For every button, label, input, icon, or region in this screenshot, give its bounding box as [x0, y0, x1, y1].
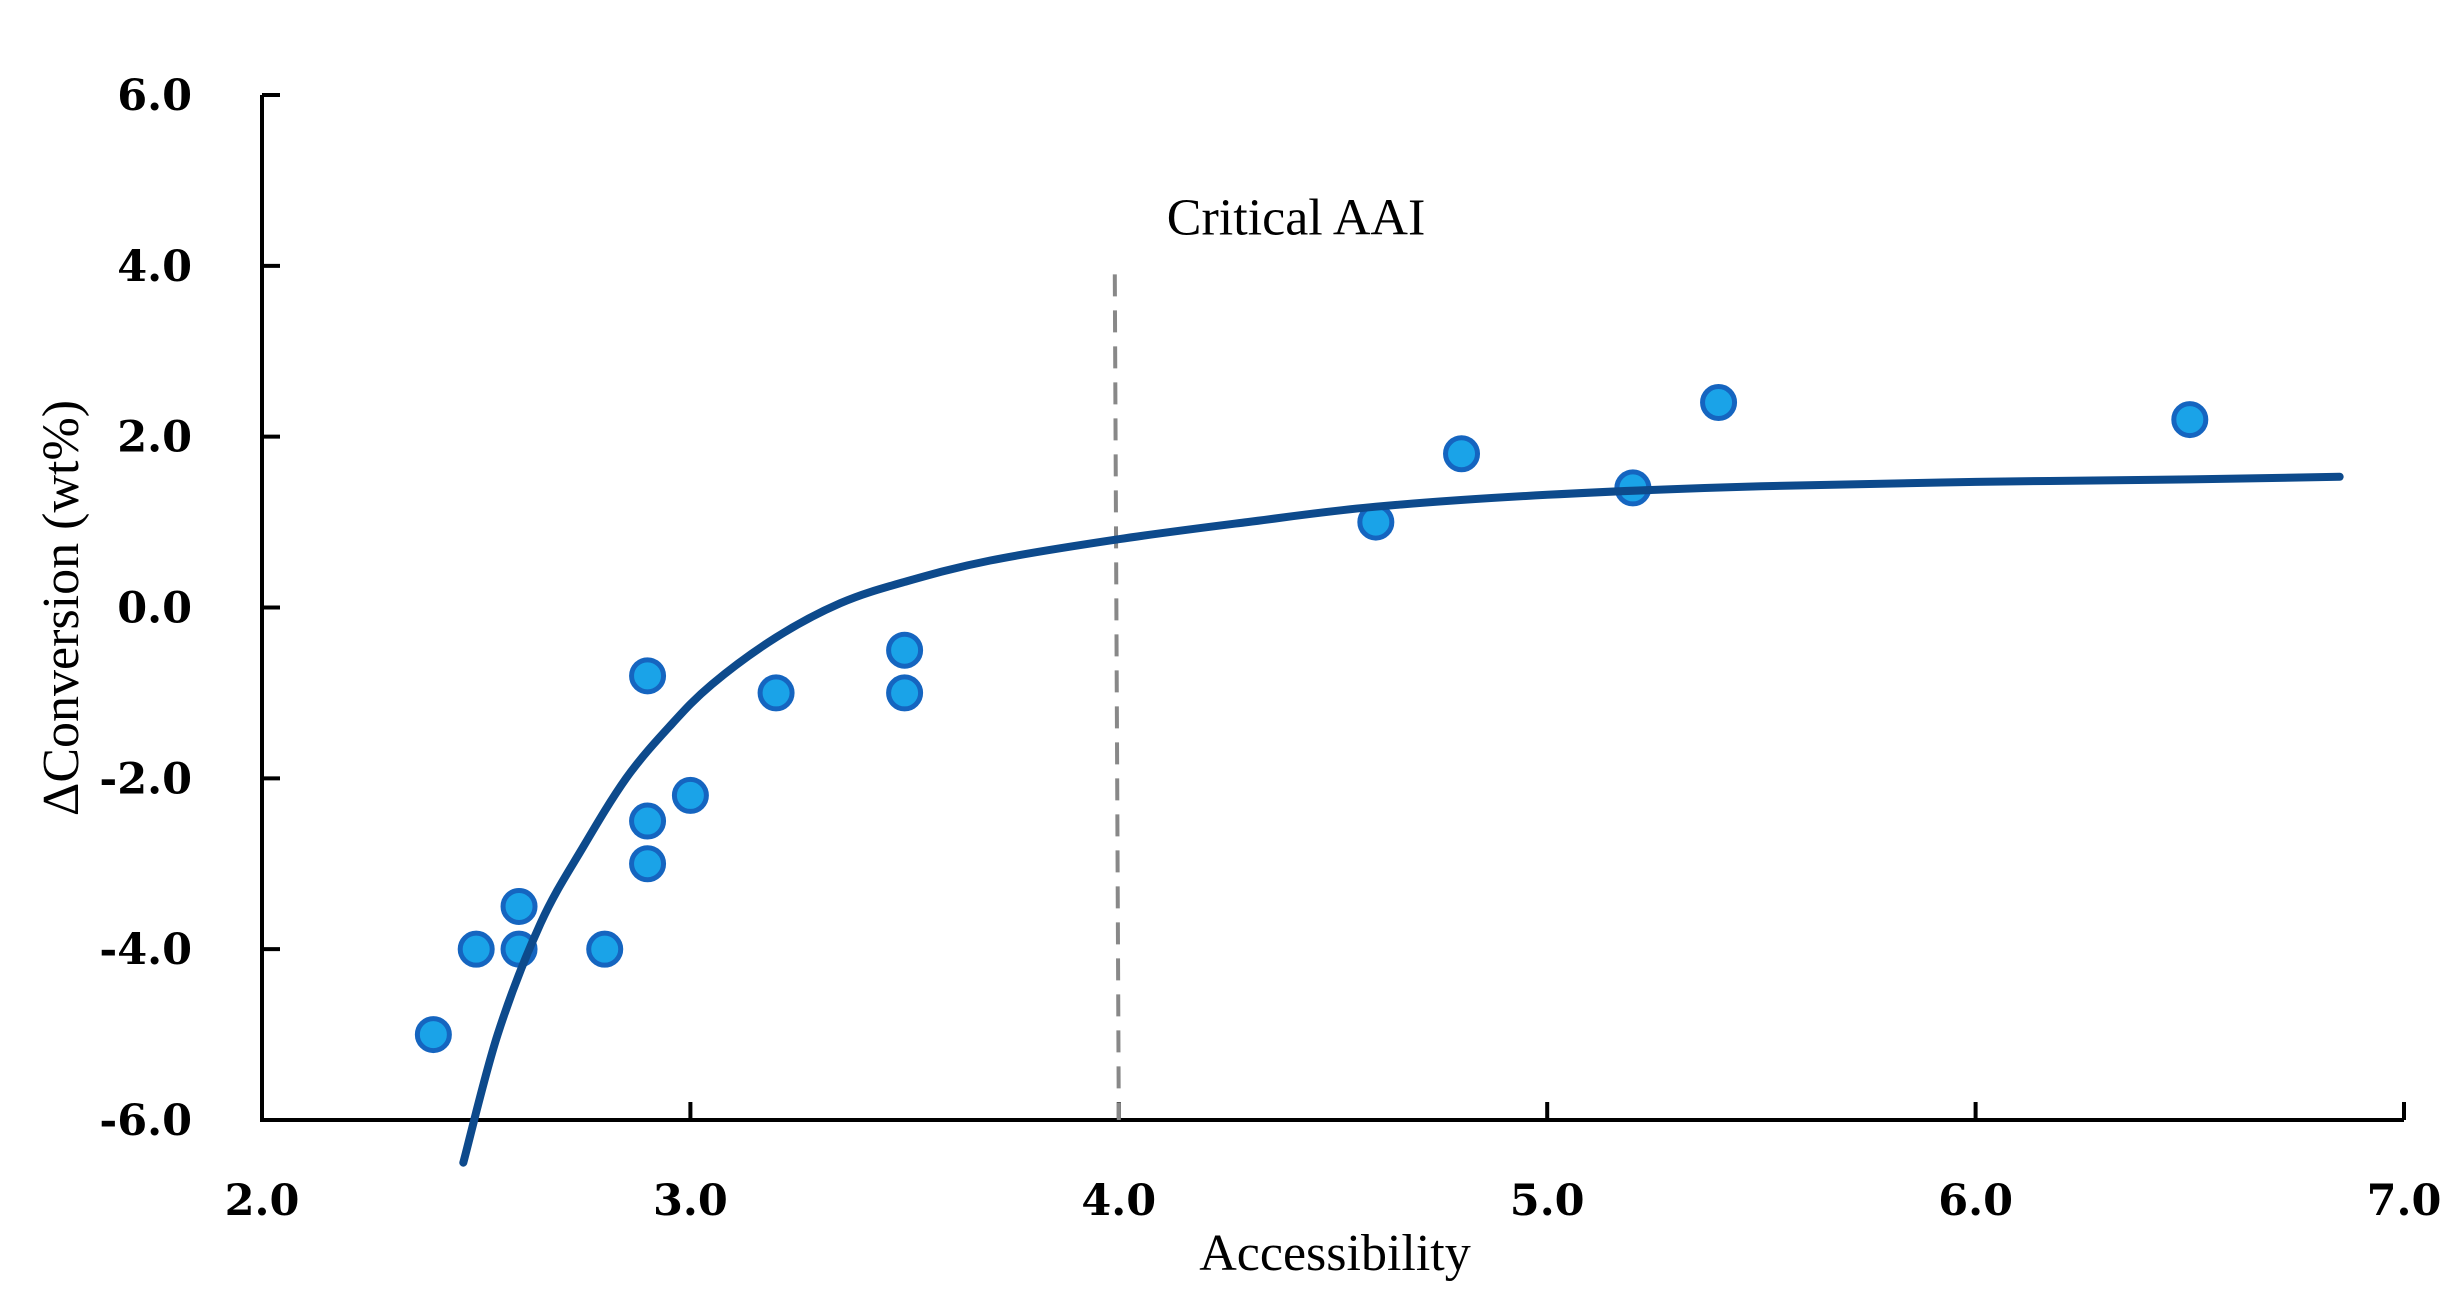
- data-point: [629, 845, 667, 883]
- data-point: [1700, 384, 1738, 421]
- y-tick-label: -6.0: [99, 1096, 192, 1146]
- data-point: [629, 802, 667, 840]
- x-tick-label: 2.0: [225, 1176, 300, 1226]
- data-point: [414, 1016, 452, 1054]
- data-point: [886, 674, 924, 712]
- data-point: [1443, 435, 1481, 473]
- y-tick-label: 0.0: [117, 584, 192, 634]
- axes: [260, 93, 2406, 1122]
- y-tick-labels: 6.0 4.0 2.0 0.0 -2.0 -4.0 -6.0: [99, 71, 192, 1146]
- data-point: [671, 776, 709, 814]
- x-tick-label: 4.0: [1081, 1176, 1156, 1226]
- x-tick-label: 6.0: [1938, 1176, 2013, 1226]
- data-point: [586, 930, 624, 968]
- critical-aai-reference-line: [1112, 274, 1121, 1121]
- x-tick-label: 5.0: [1510, 1176, 1585, 1226]
- data-point: [500, 887, 538, 925]
- data-point: [457, 930, 495, 968]
- fit-curve: [459, 472, 2344, 1167]
- y-tick-label: -4.0: [99, 925, 192, 975]
- y-axis-title: ΔConversion (wt%): [33, 400, 90, 816]
- data-point: [2171, 401, 2209, 439]
- data-point: [886, 631, 924, 669]
- data-point: [629, 657, 667, 695]
- x-tick-labels: 2.0 3.0 4.0 5.0 6.0 7.0: [225, 1176, 2442, 1226]
- critical-aai-label: Critical AAI: [1167, 189, 1426, 246]
- y-tick-label: 4.0: [117, 242, 192, 292]
- data-point: [757, 674, 795, 712]
- y-tick-label: 6.0: [117, 71, 192, 121]
- x-tick-label: 3.0: [653, 1176, 728, 1226]
- x-tick-marks: [260, 1102, 2406, 1120]
- y-tick-label: 2.0: [117, 413, 192, 463]
- y-tick-label: -2.0: [99, 754, 192, 804]
- x-tick-label: 7.0: [2367, 1176, 2442, 1226]
- x-axis-title: Accessibility: [1199, 1225, 1471, 1282]
- y-tick-marks: [262, 93, 280, 1122]
- data-points: [414, 384, 2209, 1054]
